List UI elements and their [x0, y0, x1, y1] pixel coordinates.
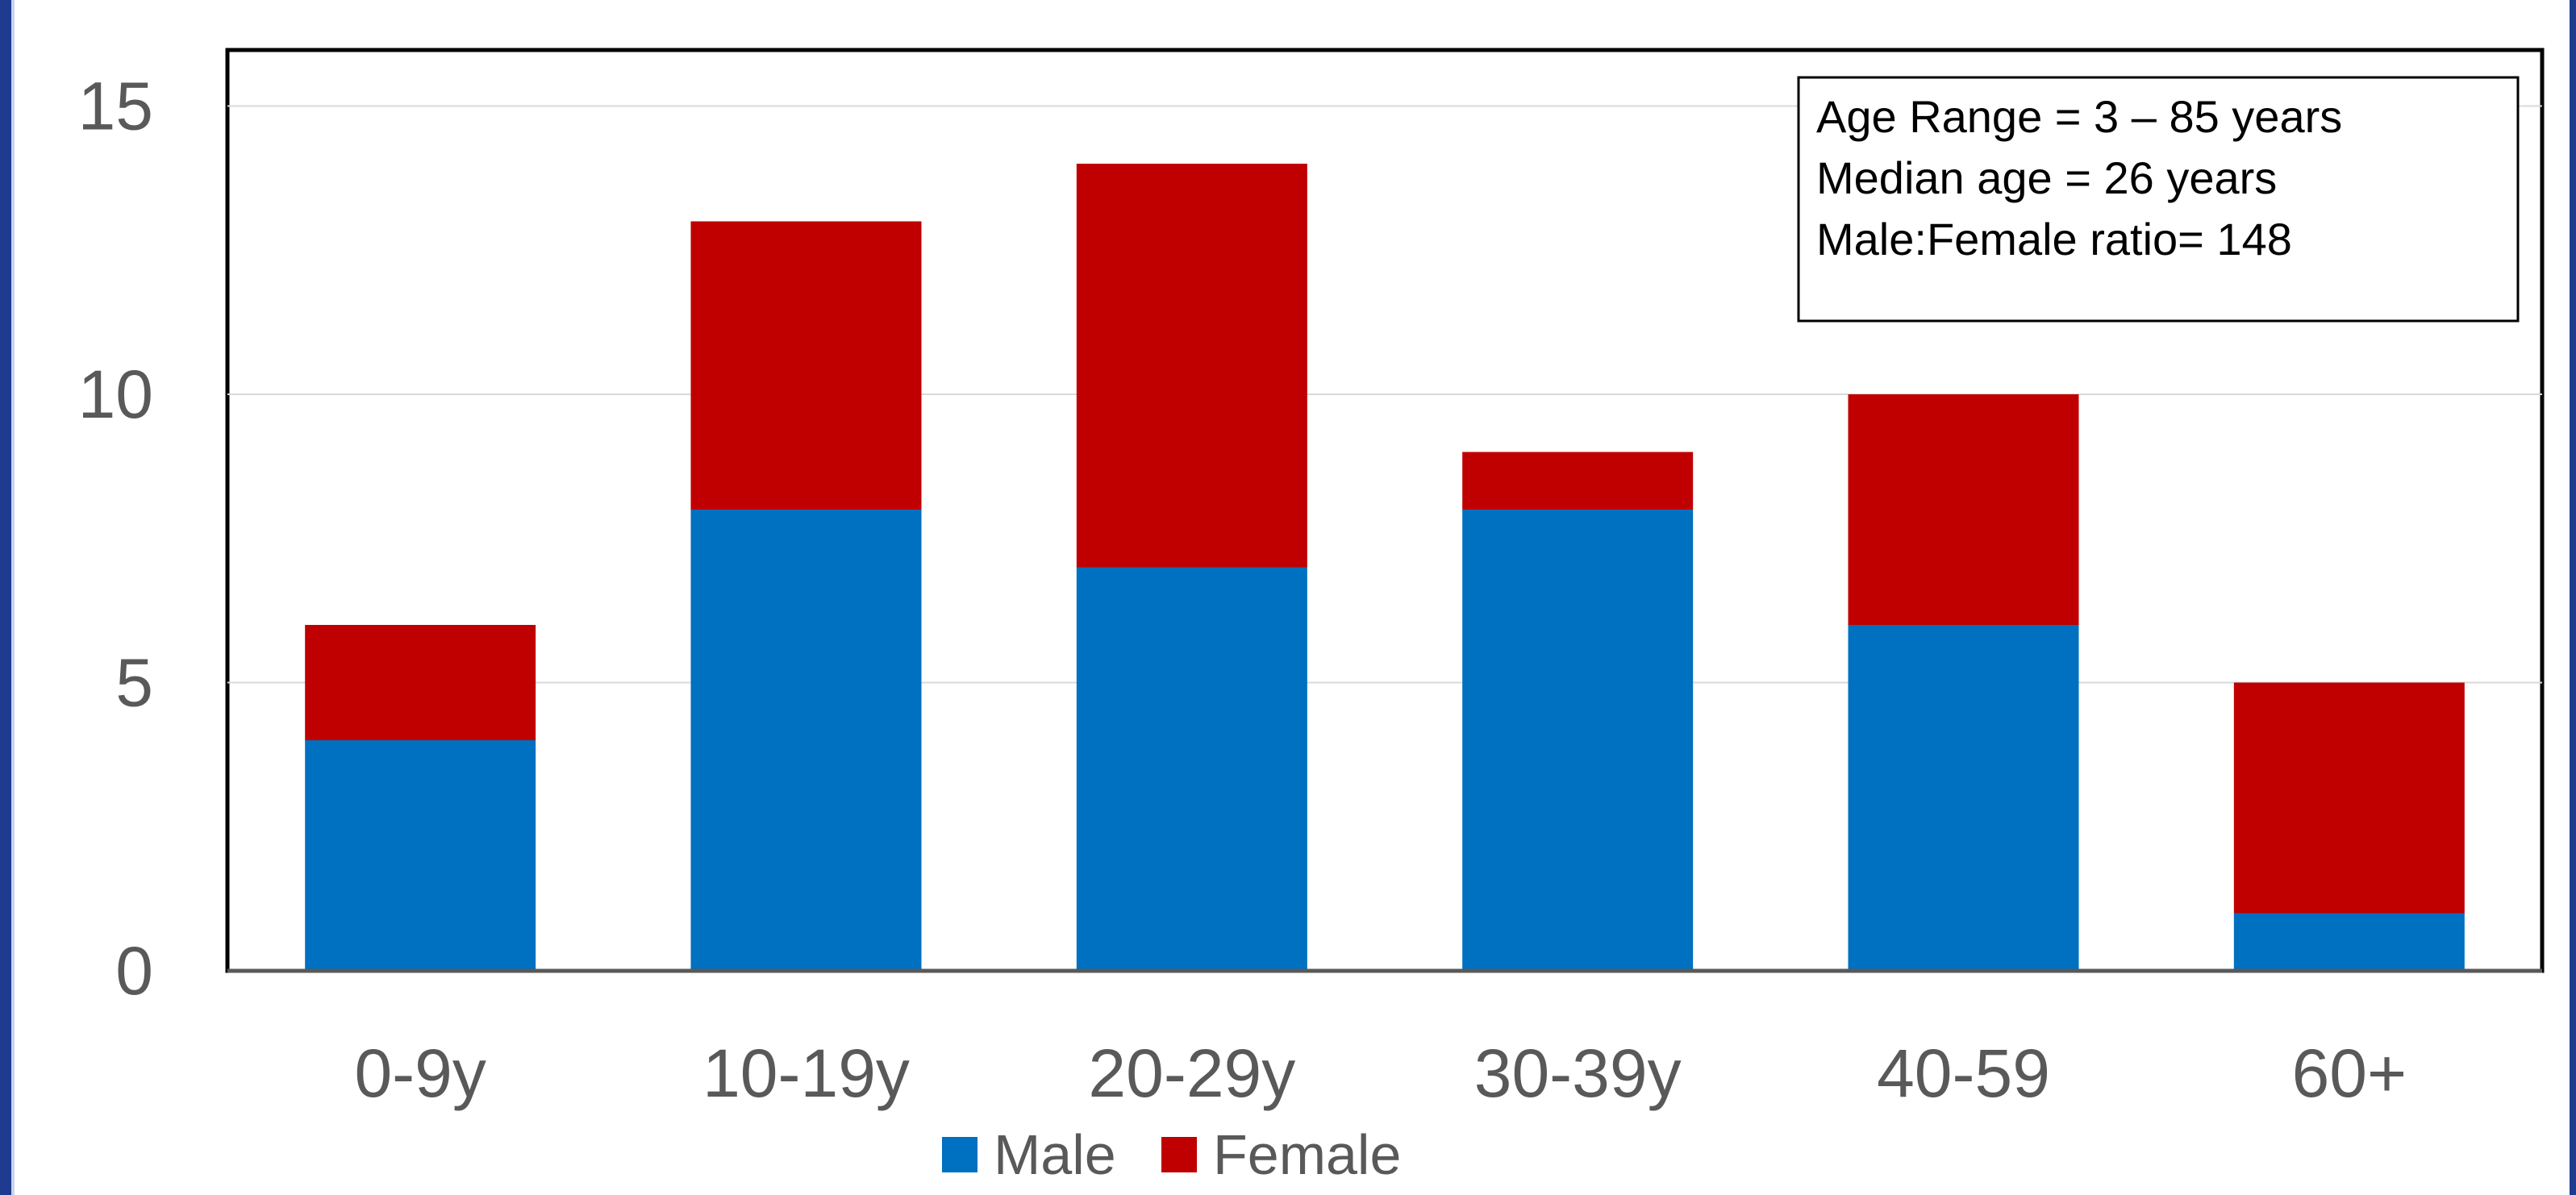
right-border-strip [2570, 0, 2576, 1195]
bar-female-0-9y [305, 625, 536, 740]
x-category-label: 30-39y [1474, 1035, 1682, 1111]
bar-male-0-9y [305, 740, 536, 971]
x-category-label: 0-9y [354, 1035, 486, 1111]
x-category-label: 40-59 [1877, 1035, 2050, 1111]
x-category-label: 20-29y [1088, 1035, 1295, 1111]
annotation-line: Median age = 26 years [1816, 152, 2277, 203]
bar-male-40-59 [1848, 625, 2079, 971]
y-tick-label: 0 [115, 933, 153, 1009]
y-tick-label: 15 [78, 69, 153, 144]
x-category-label: 10-19y [702, 1035, 910, 1111]
y-tick-label: 5 [115, 645, 153, 721]
legend-label-male: Male [994, 1123, 1116, 1186]
annotation-line: Age Range = 3 – 85 years [1816, 91, 2342, 142]
bar-male-30-39y [1462, 510, 1694, 971]
bar-female-60+ [2233, 682, 2465, 914]
bar-female-10-19y [690, 221, 922, 510]
legend-swatch-male [942, 1137, 977, 1172]
bar-male-10-19y [690, 510, 922, 971]
x-category-label: 60+ [2292, 1035, 2407, 1111]
legend-label-female: Female [1213, 1123, 1401, 1186]
bar-male-20-29y [1076, 567, 1307, 971]
bar-female-20-29y [1076, 164, 1307, 568]
bar-male-60+ [2233, 913, 2465, 971]
bar-female-30-39y [1462, 452, 1694, 510]
annotation-line: Male:Female ratio= 148 [1816, 214, 2292, 264]
legend-swatch-female [1161, 1137, 1197, 1172]
left-border-strip [0, 0, 11, 1195]
left-border-highlight [11, 0, 15, 1195]
annotation-box [1797, 76, 2520, 323]
bar-female-40-59 [1848, 394, 2079, 625]
y-tick-label: 10 [78, 356, 153, 432]
